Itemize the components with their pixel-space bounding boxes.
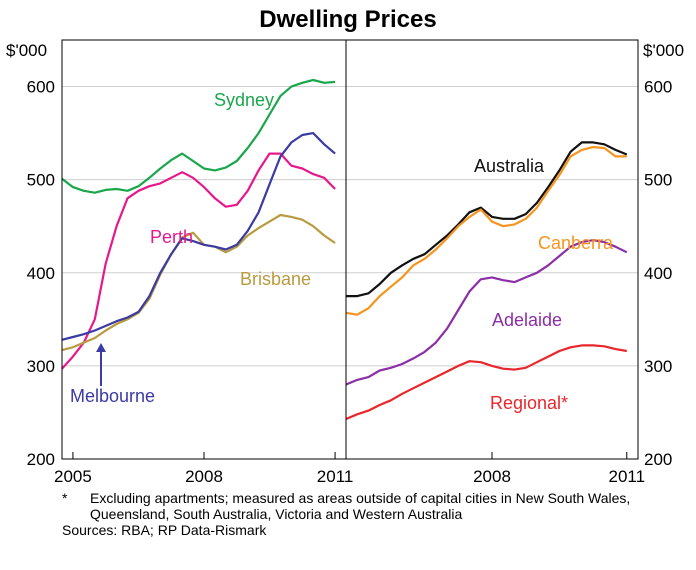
x-tick-label-left-2011: 2011 [317, 467, 354, 486]
melbourne-pointer-arrowhead [96, 343, 106, 352]
y-unit-left: $'000 [6, 41, 47, 60]
y-tick-right-600: 600 [644, 78, 672, 97]
plot-area: 200 200 300 300 400 400 500 500 600 600 2005 2008 20… [27, 39, 672, 486]
y-tick-right-300: 300 [644, 357, 672, 376]
footnote-mark: * [62, 490, 68, 506]
chart-title: Dwelling Prices [259, 6, 436, 33]
series-label-sydney: Sydney [214, 90, 274, 110]
series-line-adelaide [345, 239, 628, 386]
series-label-perth: Perth [150, 227, 193, 247]
y-tick-left-400: 400 [27, 264, 55, 283]
y-tick-right-400: 400 [644, 264, 672, 283]
footnote: * Excluding apartments; measured as area… [62, 490, 682, 522]
sources: Sources: RBA; RP Data-Rismark [62, 522, 267, 538]
series-line-australia [346, 141, 628, 298]
y-tick-left-500: 500 [27, 171, 55, 190]
series-line-canberra [345, 146, 627, 316]
y-tick-left-600: 600 [27, 78, 55, 97]
series-line-brisbane [61, 213, 336, 352]
series-label-melbourne: Melbourne [70, 386, 155, 406]
series-label-adelaide: Adelaide [492, 310, 562, 330]
y-tick-left-200: 200 [27, 450, 55, 469]
series-label-canberra: Canberra [538, 233, 614, 253]
x-tick-label-left-2008: 2008 [185, 467, 223, 486]
x-tick-label-right-2011: 2011 [608, 467, 645, 486]
y-tick-right-500: 500 [644, 171, 672, 190]
dwelling-prices-chart: Dwelling Prices $'000 $'000 200 200 300 300… [6, 6, 684, 486]
x-tick-label-right-2008: 2008 [473, 467, 511, 486]
y-tick-right-200: 200 [644, 450, 672, 469]
series-line-perth [61, 152, 336, 370]
x-tick-label-left-2005: 2005 [54, 467, 92, 486]
series-line-melbourne [61, 132, 336, 341]
series-label-australia: Australia [474, 156, 545, 176]
plot-frame [61, 39, 639, 460]
y-tick-left-300: 300 [27, 357, 55, 376]
y-unit-right: $'000 [643, 41, 684, 60]
chart-notes: * Excluding apartments; measured as area… [62, 490, 682, 538]
series-label-brisbane: Brisbane [240, 269, 311, 289]
series-label-regional: Regional* [490, 393, 568, 413]
series-line-regional [345, 344, 627, 421]
series-line-sydney [61, 78, 336, 194]
footnote-text: Excluding apartments; measured as areas … [90, 490, 631, 522]
